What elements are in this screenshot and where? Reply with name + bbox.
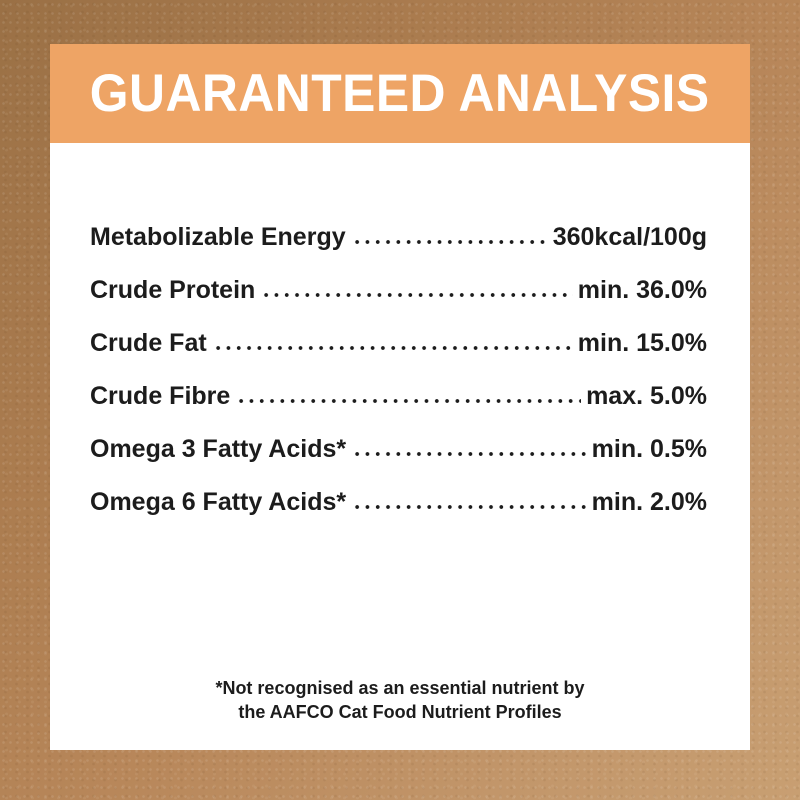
nutrient-label: Crude Protein xyxy=(90,276,256,304)
footnote-line-1: *Not recognised as an essential nutrient… xyxy=(215,678,585,698)
dot-leader xyxy=(210,345,573,351)
panel-title: GUARANTEED ANALYSIS xyxy=(90,64,710,123)
dot-leader xyxy=(349,239,548,245)
footnote: *Not recognised as an essential nutrient… xyxy=(50,676,750,724)
nutrient-value: min. 0.5% xyxy=(591,435,707,463)
nutrient-value: 360kcal/100g xyxy=(552,223,707,251)
header-band: GUARANTEED ANALYSIS xyxy=(50,44,750,143)
dot-leader xyxy=(259,292,573,298)
nutrient-row-crude-fibre: Crude Fibre max. 5.0% xyxy=(90,383,707,409)
nutrient-label: Metabolizable Energy xyxy=(90,223,346,251)
dot-leader xyxy=(350,504,587,510)
footnote-line-2: the AAFCO Cat Food Nutrient Profiles xyxy=(238,702,562,722)
nutrient-row-metabolizable-energy: Metabolizable Energy 360kcal/100g xyxy=(90,224,707,250)
guaranteed-analysis-panel: GUARANTEED ANALYSIS Metabolizable Energy… xyxy=(50,44,750,750)
dot-leader xyxy=(234,398,582,404)
nutrient-value: min. 15.0% xyxy=(577,329,707,357)
nutrient-value: min. 36.0% xyxy=(577,276,707,304)
nutrient-row-omega-6: Omega 6 Fatty Acids* min. 2.0% xyxy=(90,489,707,515)
nutrient-label: Omega 3 Fatty Acids* xyxy=(90,435,347,463)
nutrient-label: Crude Fat xyxy=(90,329,207,357)
nutrient-row-crude-protein: Crude Protein min. 36.0% xyxy=(90,277,707,303)
nutrient-table: Metabolizable Energy 360kcal/100g Crude … xyxy=(50,143,750,515)
nutrient-value: min. 2.0% xyxy=(591,488,707,516)
nutrient-row-crude-fat: Crude Fat min. 15.0% xyxy=(90,330,707,356)
nutrient-value: max. 5.0% xyxy=(586,382,707,410)
nutrient-label: Omega 6 Fatty Acids* xyxy=(90,488,347,516)
nutrient-label: Crude Fibre xyxy=(90,382,231,410)
nutrient-row-omega-3: Omega 3 Fatty Acids* min. 0.5% xyxy=(90,436,707,462)
dot-leader xyxy=(350,451,587,457)
